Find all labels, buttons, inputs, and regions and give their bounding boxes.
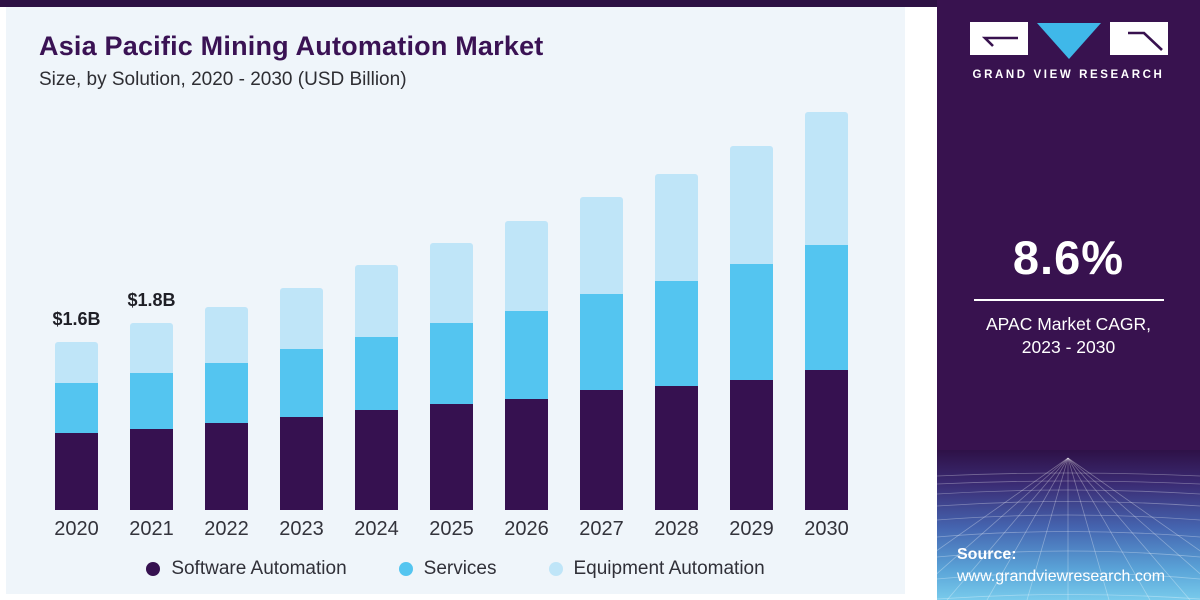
bar-segment-services <box>355 336 398 411</box>
bar-column-2030: 2030 <box>804 110 849 540</box>
x-axis-label: 2021 <box>129 518 174 540</box>
bar-column-2027: 2027 <box>579 110 624 540</box>
bar-segment-services <box>805 245 848 371</box>
logo-g-glyph <box>981 36 1018 47</box>
logo-g-block <box>969 22 1028 55</box>
top-border-strip <box>0 0 1200 7</box>
legend-dot <box>146 562 161 576</box>
bar-value-label: $1.6B <box>52 309 101 329</box>
logo-r-block <box>1109 22 1168 55</box>
bar-segment-software <box>505 398 548 510</box>
cagr-value: 8.6% <box>1012 231 1125 284</box>
bar-segment-equipment <box>430 243 473 324</box>
bar-segment-equipment <box>580 197 623 294</box>
legend-dot <box>398 562 413 576</box>
x-axis-label: 2028 <box>654 518 699 540</box>
bar-segment-equipment <box>130 323 173 374</box>
legend-label: Services <box>423 558 497 579</box>
bar-segment-software <box>280 416 323 510</box>
bar-segment-software <box>430 404 473 510</box>
mesh-gradient-footer: Source: www.grandviewresearch.com <box>937 450 1200 600</box>
bar-segment-software <box>205 422 248 510</box>
bar-segment-software <box>580 390 623 510</box>
bar-segment-software <box>655 386 698 510</box>
bar-segment-services <box>205 363 248 423</box>
bar-column-2026: 2026 <box>504 110 549 540</box>
bar-segment-equipment <box>280 288 323 350</box>
bar-segment-software <box>730 379 773 510</box>
bar-segment-equipment <box>355 265 398 337</box>
bar-column-2025: 2025 <box>429 110 474 540</box>
bar-column-2020: $1.6B 2020 <box>52 110 101 540</box>
logo-v-triangle <box>1036 23 1101 59</box>
mesh-grid-decoration <box>937 457 1200 600</box>
bar-segment-software <box>130 429 173 510</box>
bar-column-2029: 2029 <box>729 110 774 540</box>
bar-column-2021: $1.8B 2021 <box>127 110 176 540</box>
bar-segment-services <box>655 281 698 387</box>
bar-segment-software <box>55 433 98 510</box>
x-axis-label: 2025 <box>429 518 474 540</box>
x-axis-label: 2022 <box>204 518 249 540</box>
source-block: Source: www.grandviewresearch.com <box>957 546 1165 586</box>
cagr-stat: 8.6% APAC Market CAGR, 2023 - 2030 <box>937 230 1200 359</box>
bar-segment-software <box>355 410 398 510</box>
logo-r-glyph <box>1127 31 1163 51</box>
x-axis-label: 2029 <box>729 518 774 540</box>
cagr-label-line1: APAC Market CAGR, <box>986 314 1151 334</box>
page-title: Asia Pacific Mining Automation Market <box>39 31 544 61</box>
x-axis-label: 2020 <box>54 518 99 540</box>
page-subtitle: Size, by Solution, 2020 - 2030 (USD Bill… <box>39 69 407 91</box>
legend-dot <box>548 562 563 576</box>
gvr-logo <box>937 22 1200 60</box>
bar-segment-services <box>130 373 173 430</box>
legend-label: Equipment Automation <box>573 558 765 579</box>
x-axis-label: 2026 <box>504 518 549 540</box>
brand-name: GRAND VIEW RESEARCH <box>972 69 1165 81</box>
legend-label: Software Automation <box>171 558 347 579</box>
x-axis-label: 2027 <box>579 518 624 540</box>
bar-segment-services <box>580 293 623 391</box>
bar-column-2028: 2028 <box>654 110 699 540</box>
bar-segment-services <box>280 349 323 417</box>
stacked-bar-plot: $1.6B 2020 $1.8B 2021 2022 2023 2024 2025 2026 20… <box>52 110 855 540</box>
source-url-link[interactable]: www.grandviewresearch.com <box>957 568 1166 585</box>
bar-segment-services <box>730 264 773 380</box>
bar-segment-equipment <box>655 174 698 282</box>
stat-divider <box>973 299 1164 301</box>
bar-segment-services <box>505 310 548 399</box>
bar-column-2022: 2022 <box>204 110 249 540</box>
bar-segment-equipment <box>805 112 848 246</box>
bar-column-2024: 2024 <box>354 110 399 540</box>
brand-sidebar: GRAND VIEW RESEARCH 8.6% APAC Market CAG… <box>937 0 1200 600</box>
x-axis-label: 2030 <box>804 518 849 540</box>
title-block: Asia Pacific Mining Automation Market Si… <box>39 31 543 91</box>
bar-segment-services <box>55 383 98 434</box>
cagr-label-line2: 2023 - 2030 <box>1021 337 1116 358</box>
x-axis-label: 2024 <box>354 518 399 540</box>
legend-item: Software Automation <box>146 558 347 580</box>
chart-legend: Software Automation Services Equipment Aut… <box>6 558 905 580</box>
legend-item: Services <box>398 558 497 580</box>
legend-item: Equipment Automation <box>548 558 765 580</box>
bar-segment-equipment <box>730 145 773 265</box>
bar-segment-equipment <box>55 342 98 384</box>
bar-segment-services <box>430 323 473 404</box>
bar-segment-software <box>805 370 848 510</box>
bar-column-2023: 2023 <box>279 110 324 540</box>
source-label: Source: <box>957 546 1017 563</box>
bar-value-label: $1.8B <box>127 290 176 310</box>
bar-segment-equipment <box>505 221 548 311</box>
x-axis-label: 2023 <box>279 518 324 540</box>
bar-segment-equipment <box>205 307 248 364</box>
